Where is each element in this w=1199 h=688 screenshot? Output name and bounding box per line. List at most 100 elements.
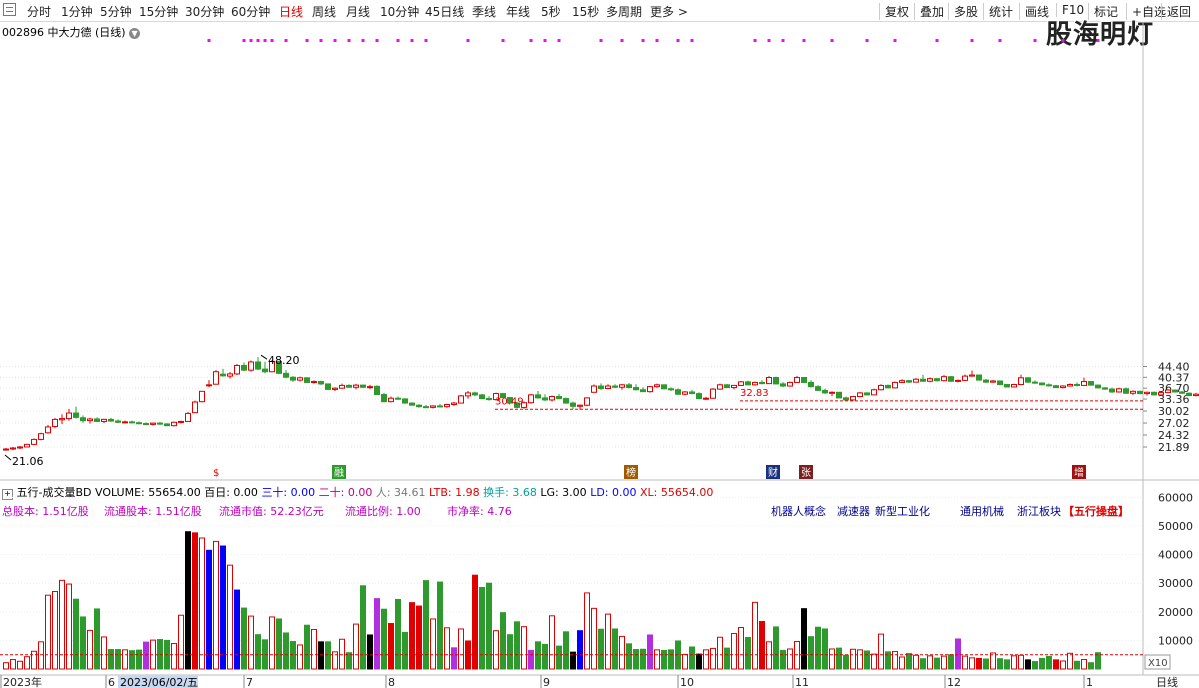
volume-bar bbox=[255, 634, 261, 670]
volume-bar bbox=[521, 626, 527, 670]
candle-body bbox=[10, 447, 16, 450]
candle-body bbox=[451, 402, 457, 405]
toolbar-right-2[interactable]: 多股 bbox=[948, 3, 978, 20]
tab-11[interactable]: 季线 bbox=[472, 5, 497, 19]
chevron-down-icon[interactable]: ▼ bbox=[129, 27, 141, 39]
volume-bar bbox=[1067, 652, 1073, 670]
volume-bar bbox=[654, 649, 660, 670]
toolbar-right-3[interactable]: 统计 bbox=[983, 3, 1013, 20]
volume-bar bbox=[605, 613, 611, 670]
volume-bar bbox=[73, 598, 79, 670]
volume-bar bbox=[577, 630, 583, 670]
volume-tick-label: 10000 bbox=[1158, 634, 1193, 647]
stock-title[interactable]: 002896 中大力德 (日线) ▼ bbox=[2, 24, 141, 40]
volume-bar bbox=[45, 594, 51, 670]
signal-dot bbox=[620, 39, 624, 42]
candle-body bbox=[661, 384, 667, 390]
concept-3[interactable]: 通用机械 bbox=[960, 505, 1004, 518]
candle-body bbox=[297, 377, 303, 381]
signal-dot bbox=[466, 39, 470, 42]
tab-10[interactable]: 45日线 bbox=[425, 5, 465, 19]
toolbar-right-5[interactable]: F10 bbox=[1056, 3, 1084, 17]
signal-dot bbox=[690, 39, 694, 42]
volume-bar bbox=[969, 657, 975, 670]
signal-dot bbox=[410, 39, 414, 42]
tab-15[interactable]: 多周期 bbox=[606, 5, 643, 19]
candle-body bbox=[374, 385, 380, 396]
volume-bar bbox=[640, 648, 646, 670]
toolbar-right-1[interactable]: 叠加 bbox=[914, 3, 944, 20]
concept-4[interactable]: 浙江板块 bbox=[1017, 505, 1061, 518]
candle-body bbox=[115, 420, 121, 423]
tab-2[interactable]: 5分钟 bbox=[100, 5, 132, 19]
candle-body bbox=[325, 383, 331, 390]
volume-bar bbox=[402, 631, 408, 670]
volume-bar bbox=[1060, 660, 1066, 670]
support-label-2: 32.83 bbox=[740, 388, 769, 399]
tab-9[interactable]: 10分钟 bbox=[380, 5, 420, 19]
candle-body bbox=[766, 377, 772, 385]
price-tick-label: 30.02 bbox=[1158, 405, 1190, 418]
tab-5[interactable]: 60分钟 bbox=[231, 5, 271, 19]
candle-body bbox=[227, 373, 233, 377]
candle-body bbox=[255, 361, 261, 370]
tab-1[interactable]: 1分钟 bbox=[61, 5, 93, 19]
candle-body bbox=[633, 387, 639, 391]
tab-16[interactable]: 更多 > bbox=[650, 5, 688, 19]
candle-body bbox=[703, 397, 709, 400]
candle-body bbox=[948, 376, 954, 382]
tab-13[interactable]: 5秒 bbox=[541, 5, 561, 19]
expand-icon[interactable]: + bbox=[2, 489, 13, 500]
tab-7[interactable]: 周线 bbox=[312, 5, 337, 19]
volume-bar bbox=[668, 649, 674, 670]
signal-dot bbox=[893, 39, 897, 42]
volume-bar bbox=[185, 531, 191, 670]
concept-1[interactable]: 减速器 bbox=[837, 505, 870, 518]
candle-body bbox=[1004, 384, 1010, 388]
tab-8[interactable]: 月线 bbox=[346, 5, 371, 19]
toolbar-right-6[interactable]: 标记 bbox=[1088, 3, 1118, 20]
candle-body bbox=[458, 395, 464, 404]
volume-bar bbox=[367, 634, 373, 670]
wuxing-button[interactable]: 【五行操盘】 bbox=[1063, 505, 1129, 518]
candle-body bbox=[962, 375, 968, 381]
candle-body bbox=[598, 385, 604, 389]
volume-bar bbox=[990, 652, 996, 670]
sanshi: 三十: 0.00 bbox=[261, 486, 316, 499]
candle-body bbox=[430, 405, 436, 408]
candle-body bbox=[304, 377, 310, 383]
tab-0[interactable]: 分时 bbox=[27, 5, 52, 19]
candle-body bbox=[507, 397, 513, 404]
candle-body bbox=[402, 398, 408, 404]
tab-3[interactable]: 15分钟 bbox=[139, 5, 179, 19]
tab-6[interactable]: 日线 bbox=[279, 5, 304, 19]
candle-body bbox=[682, 391, 688, 395]
menu-icon[interactable] bbox=[3, 3, 16, 16]
concept-2[interactable]: 新型工业化 bbox=[875, 505, 930, 518]
tab-12[interactable]: 年线 bbox=[506, 5, 531, 19]
concept-0[interactable]: 机器人概念 bbox=[771, 505, 826, 518]
volume-bar bbox=[927, 655, 933, 670]
volume-bar bbox=[556, 645, 562, 670]
toolbar-right-8[interactable]: 返回 bbox=[1161, 3, 1191, 20]
tab-4[interactable]: 30分钟 bbox=[185, 5, 225, 19]
volume-bar bbox=[283, 632, 289, 670]
ershi: 二十: 0.00 bbox=[318, 486, 373, 499]
price-tick-label: 36.70 bbox=[1158, 382, 1190, 395]
hsl: 换手: 3.68 bbox=[483, 486, 537, 499]
candle-body bbox=[654, 384, 660, 388]
toolbar-right-7[interactable]: +自选 bbox=[1126, 3, 1166, 20]
candle-body bbox=[612, 385, 618, 388]
candle-body bbox=[1130, 390, 1136, 394]
event-tag-1 bbox=[332, 465, 346, 479]
candle-body bbox=[801, 377, 807, 383]
event-tag-text-5: 增 bbox=[1074, 466, 1084, 479]
tab-14[interactable]: 15秒 bbox=[572, 5, 600, 19]
signal-dot bbox=[802, 39, 806, 42]
toolbar-right-0[interactable]: 复权 bbox=[879, 3, 909, 20]
volume-bar bbox=[241, 607, 247, 670]
candle-body bbox=[584, 397, 590, 406]
candle-body bbox=[752, 381, 758, 386]
toolbar-right-4[interactable]: 画线 bbox=[1019, 3, 1049, 20]
